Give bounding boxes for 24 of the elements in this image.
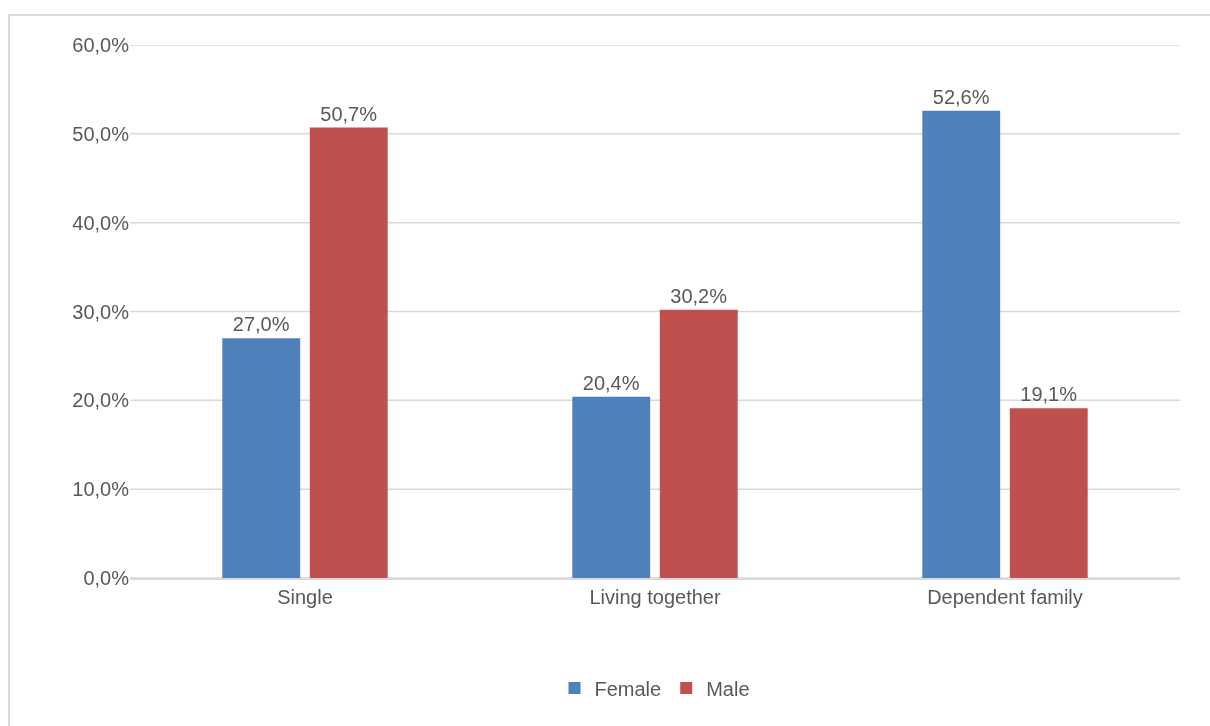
x-tick-label: Dependent family [927, 585, 1083, 608]
data-label: 30,2% [670, 284, 728, 307]
legend-label: Male [706, 677, 750, 700]
bar [309, 127, 388, 578]
y-tick-label: 0,0% [83, 567, 130, 589]
y-tick-label: 60,0% [72, 34, 130, 56]
data-label: 19,1% [1020, 383, 1078, 406]
data-label: 52,6% [932, 85, 990, 108]
y-tick-label: 30,0% [72, 300, 130, 323]
y-tick-label: 50,0% [72, 122, 130, 145]
data-label: 20,4% [582, 371, 640, 394]
y-tick-label: 40,0% [72, 211, 130, 234]
y-tick-label: 20,0% [72, 389, 130, 412]
x-tick-label: Single [277, 585, 333, 608]
bar [659, 309, 738, 578]
data-label: 50,7% [320, 102, 378, 125]
legend-label: Female [594, 677, 662, 700]
bar [222, 338, 301, 578]
bar [922, 110, 1001, 578]
bar [572, 396, 651, 578]
bar [1009, 408, 1088, 578]
y-tick-label: 10,0% [72, 478, 130, 501]
x-tick-label: Living together [589, 585, 721, 608]
data-label: 27,0% [232, 313, 290, 336]
